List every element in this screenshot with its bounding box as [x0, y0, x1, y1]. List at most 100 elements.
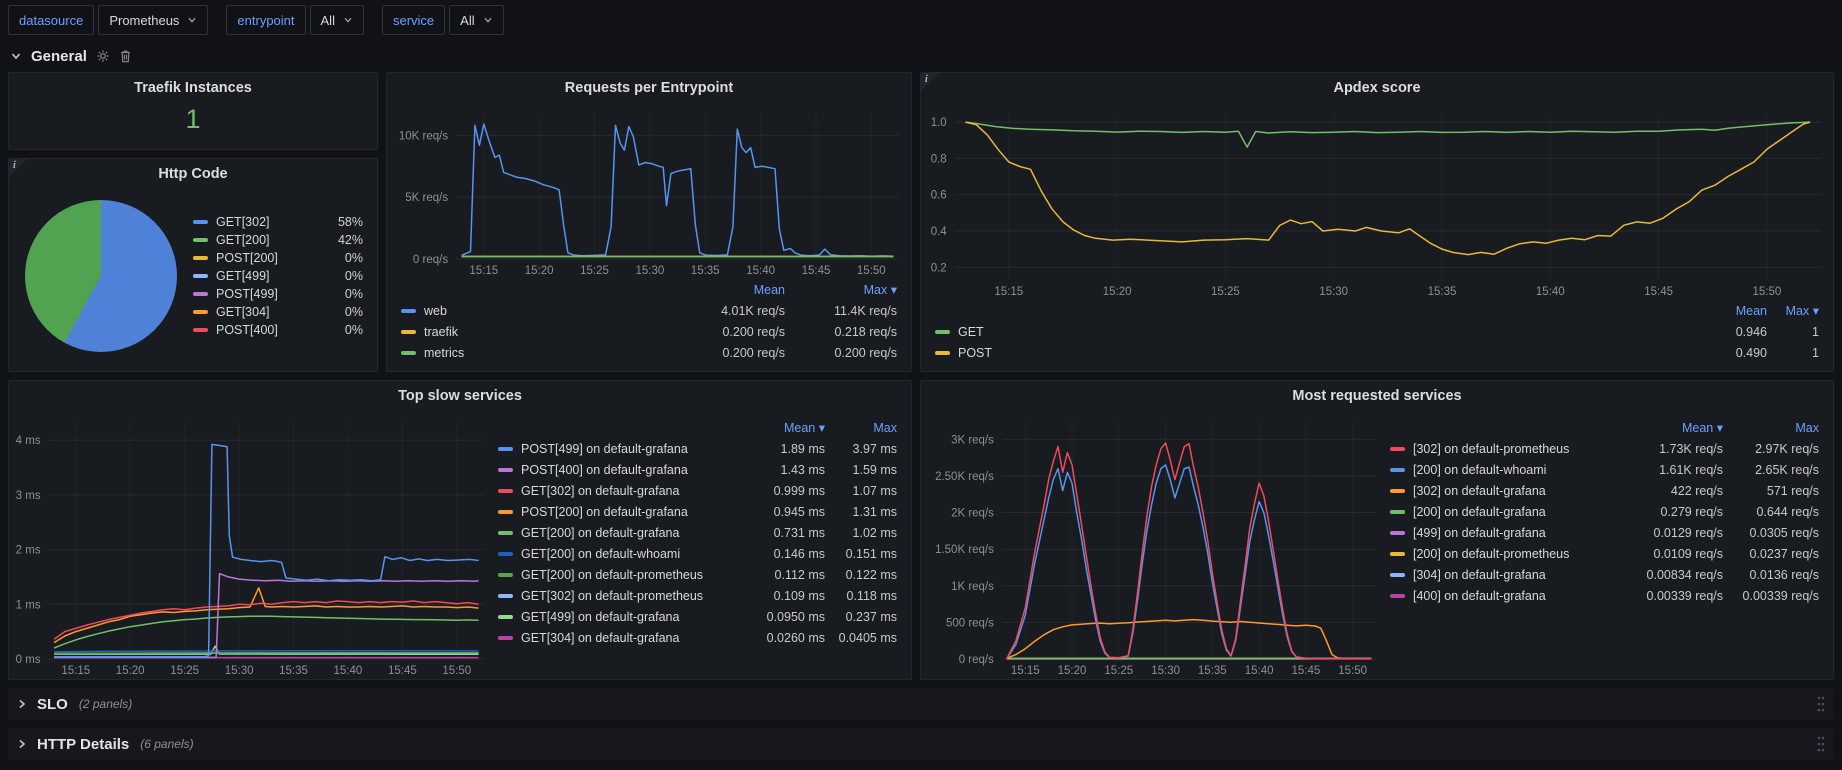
- chevron-right-icon: [16, 738, 28, 750]
- chevron-down-icon: [483, 15, 493, 25]
- legend-label: GET[304]: [216, 305, 270, 319]
- info-icon[interactable]: i: [9, 159, 27, 177]
- series-color-mark: [498, 635, 513, 640]
- drag-handle-icon[interactable]: [1816, 735, 1826, 753]
- legend-item[interactable]: GET[304] 0%: [193, 305, 363, 319]
- svg-text:15:35: 15:35: [279, 665, 308, 677]
- svg-text:15:50: 15:50: [1753, 286, 1782, 298]
- dashboard-grid: Traefik Instances 1 i Http Code GET[302]…: [0, 72, 1842, 680]
- series-color-mark: [1390, 509, 1405, 514]
- svg-text:2 ms: 2 ms: [16, 545, 41, 557]
- svg-text:0.6: 0.6: [931, 190, 947, 202]
- series-color-mark: [401, 329, 416, 334]
- http-code-pie-chart[interactable]: [25, 200, 177, 352]
- variable-value-dropdown[interactable]: All: [449, 5, 504, 35]
- legend-row[interactable]: GET[200] on default-grafana 0.731 ms 1.0…: [498, 522, 897, 543]
- most-requested-chart[interactable]: 0 req/s 500 req/s 1K req/s 1.50K req/s 2K re…: [921, 411, 1388, 679]
- svg-text:15:45: 15:45: [802, 265, 831, 277]
- top-slow-chart[interactable]: 0 ms 1 ms 2 ms 3 ms 4 ms 15:15 15:20 15:25 15:30…: [9, 411, 496, 679]
- legend-sort-max[interactable]: Max: [1795, 420, 1819, 435]
- variable-value-dropdown[interactable]: Prometheus: [98, 5, 209, 35]
- legend-label: GET[499]: [216, 269, 270, 283]
- legend-row[interactable]: web 4.01K req/s 11.4K req/s: [401, 300, 897, 321]
- legend-item[interactable]: POST[499] 0%: [193, 287, 363, 301]
- legend-row[interactable]: [200] on default-prometheus 0.0109 req/s…: [1390, 543, 1819, 564]
- svg-text:15:15: 15:15: [1011, 665, 1040, 677]
- legend-row[interactable]: [200] on default-whoami 1.61K req/s 2.65…: [1390, 459, 1819, 480]
- gear-icon[interactable]: [96, 49, 110, 63]
- legend-row[interactable]: GET[200] on default-prometheus 0.112 ms …: [498, 564, 897, 585]
- info-icon[interactable]: i: [921, 73, 939, 91]
- legend-sort-mean[interactable]: Mean ▾: [1681, 421, 1723, 435]
- panel-title[interactable]: Requests per Entrypoint: [564, 80, 734, 96]
- legend-row[interactable]: GET 0.946 1: [935, 321, 1819, 342]
- svg-text:15:45: 15:45: [1292, 665, 1321, 677]
- svg-text:15:50: 15:50: [857, 265, 886, 277]
- legend-row[interactable]: GET[302] on default-prometheus 0.109 ms …: [498, 585, 897, 606]
- svg-text:15:25: 15:25: [170, 665, 199, 677]
- legend-row[interactable]: [302] on default-grafana 422 req/s 571 r…: [1390, 480, 1819, 501]
- legend-row[interactable]: traefik 0.200 req/s 0.218 req/s: [401, 321, 897, 342]
- legend-row[interactable]: metrics 0.200 req/s 0.200 req/s: [401, 342, 897, 363]
- legend-sort-max[interactable]: Max: [873, 420, 897, 435]
- legend-sort-mean[interactable]: Mean: [753, 282, 785, 297]
- svg-text:15:40: 15:40: [746, 265, 775, 277]
- svg-text:0.4: 0.4: [931, 226, 948, 238]
- series-color-mark: [1390, 446, 1405, 451]
- legend-item[interactable]: GET[499] 0%: [193, 269, 363, 283]
- series-color-mark: [1390, 530, 1405, 535]
- svg-text:15:30: 15:30: [1319, 286, 1348, 298]
- trash-icon[interactable]: [119, 49, 132, 63]
- panel-title[interactable]: Apdex score: [1333, 80, 1421, 96]
- legend-row[interactable]: POST[400] on default-grafana 1.43 ms 1.5…: [498, 459, 897, 480]
- legend-label: GET[302]: [216, 215, 270, 229]
- legend-item[interactable]: GET[200] 42%: [193, 233, 363, 247]
- legend-value: 0%: [344, 251, 363, 265]
- legend-row[interactable]: [499] on default-grafana 0.0129 req/s 0.…: [1390, 522, 1819, 543]
- legend-sort-mean[interactable]: Mean: [1735, 303, 1767, 318]
- row-panel-count: (6 panels): [140, 737, 194, 751]
- legend-row[interactable]: POST[200] on default-grafana 0.945 ms 1.…: [498, 501, 897, 522]
- variable-value-dropdown[interactable]: All: [309, 5, 364, 35]
- requests-chart[interactable]: 0 req/s 5K req/s 10K req/s 15:15 15:20 15:25 1…: [387, 103, 911, 279]
- legend-value: 58%: [337, 215, 363, 229]
- panel-title[interactable]: Top slow services: [398, 388, 522, 404]
- svg-text:15:35: 15:35: [1428, 286, 1457, 298]
- svg-text:15:20: 15:20: [1103, 286, 1132, 298]
- apdex-chart[interactable]: 0.2 0.4 0.6 0.8 1.0 15:15 15:20 15:25 15:30 15:35…: [921, 103, 1833, 300]
- legend-item[interactable]: POST[400] 0%: [193, 323, 363, 337]
- panel-title[interactable]: Http Code: [158, 166, 228, 182]
- legend-row[interactable]: GET[499] on default-grafana 0.0950 ms 0.…: [498, 606, 897, 627]
- legend-row[interactable]: POST 0.490 1: [935, 342, 1819, 363]
- row-header-http-details[interactable]: HTTP Details (6 panels): [8, 728, 1834, 760]
- legend-sort-max[interactable]: Max ▾: [863, 283, 897, 297]
- legend-sort-max[interactable]: Max ▾: [1785, 304, 1819, 318]
- variable-selector: datasource Prometheus: [8, 5, 209, 35]
- legend-row[interactable]: [304] on default-grafana 0.00834 req/s 0…: [1390, 564, 1819, 585]
- svg-text:2K req/s: 2K req/s: [951, 508, 994, 520]
- legend-item[interactable]: POST[200] 0%: [193, 251, 363, 265]
- legend-row[interactable]: [302] on default-prometheus 1.73K req/s …: [1390, 438, 1819, 459]
- panel-requests-per-entrypoint: Requests per Entrypoint 0 req/s 5K req/s 1…: [386, 72, 912, 372]
- drag-handle-icon[interactable]: [1816, 695, 1826, 713]
- chevron-down-icon: [10, 50, 22, 62]
- legend-row[interactable]: GET[304] on default-grafana 0.0260 ms 0.…: [498, 627, 897, 648]
- series-color-mark: [498, 509, 513, 514]
- legend-row[interactable]: POST[499] on default-grafana 1.89 ms 3.9…: [498, 438, 897, 459]
- legend-row[interactable]: [400] on default-grafana 0.00339 req/s 0…: [1390, 585, 1819, 606]
- row-header-general[interactable]: General: [0, 40, 1842, 72]
- legend-item[interactable]: GET[302] 58%: [193, 215, 363, 229]
- legend-row[interactable]: [200] on default-grafana 0.279 req/s 0.6…: [1390, 501, 1819, 522]
- variable-label: service: [381, 5, 446, 35]
- panel-apdex-score: i Apdex score 0.2 0.4 0.6 0.8 1.0 15:15 15:20 1…: [920, 72, 1834, 372]
- panel-title[interactable]: Most requested services: [1292, 388, 1462, 404]
- row-header-slo[interactable]: SLO (2 panels): [8, 688, 1834, 720]
- variable-selector: entrypoint All: [226, 5, 364, 35]
- svg-text:15:15: 15:15: [61, 665, 90, 677]
- panel-title[interactable]: Traefik Instances: [134, 80, 252, 96]
- legend-row[interactable]: GET[200] on default-whoami 0.146 ms 0.15…: [498, 543, 897, 564]
- series-color-mark: [498, 488, 513, 493]
- legend-row[interactable]: GET[302] on default-grafana 0.999 ms 1.0…: [498, 480, 897, 501]
- svg-text:2.50K req/s: 2.50K req/s: [935, 471, 994, 483]
- legend-sort-mean[interactable]: Mean ▾: [783, 421, 825, 435]
